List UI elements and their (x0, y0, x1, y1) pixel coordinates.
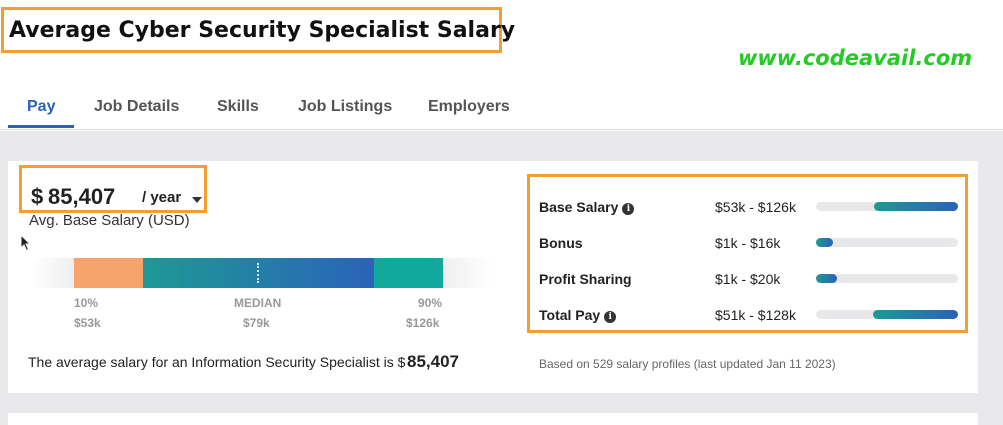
pay-ranges-highlight (527, 174, 968, 333)
range-track-base-salary (816, 202, 958, 211)
distribution-bar-fade-right (443, 258, 491, 288)
range-label-text: Base Salary (539, 199, 619, 215)
range-fill (816, 238, 834, 247)
range-track-bonus (816, 238, 958, 247)
salary-period: / year (142, 189, 182, 206)
tab-skills[interactable]: Skills (217, 98, 259, 115)
tab-job-details[interactable]: Job Details (94, 98, 180, 115)
page-title-highlight: Average Cyber Security Specialist Salary (1, 7, 515, 53)
distribution-segment-high (374, 258, 443, 288)
page-title: Average Cyber Security Specialist Salary (9, 18, 516, 43)
range-value-base-salary: $53k - $126k (715, 199, 796, 215)
info-icon[interactable]: i (622, 203, 635, 215)
p10-value: $53k (74, 316, 101, 330)
range-label-total-pay: Total Pay i (539, 307, 617, 323)
p90-label: 90% (418, 296, 443, 310)
range-value-profit-sharing: $1k - $20k (715, 271, 781, 287)
salary-footnote: Based on 529 salary profiles (last updat… (539, 357, 836, 371)
average-salary-sentence-value: 85,407 (407, 352, 459, 371)
distribution-segment-low (74, 258, 143, 288)
watermark-text: www.codeavail.com (738, 46, 973, 70)
range-track-profit-sharing (816, 274, 958, 283)
range-fill (816, 274, 838, 283)
range-label-base-salary: Base Salary i (539, 199, 635, 215)
distribution-bar-fade-left (30, 258, 74, 288)
range-label-bonus: Bonus (539, 235, 583, 251)
range-label-profit-sharing: Profit Sharing (539, 271, 632, 287)
info-icon[interactable]: i (604, 311, 617, 323)
range-fill (874, 202, 958, 211)
average-salary-sentence: The average salary for an Information Se… (28, 354, 406, 370)
p90-value: $126k (406, 316, 440, 330)
chevron-down-icon[interactable] (192, 197, 202, 203)
range-track-total-pay (816, 310, 958, 319)
median-marker (257, 263, 259, 283)
salary-amount-selector[interactable]: $ 85,407 / year (19, 165, 207, 213)
p10-label: 10% (74, 296, 99, 310)
tab-job-listings[interactable]: Job Listings (298, 98, 393, 115)
tab-bar: Pay Job Details Skills Job Listings Empl… (0, 84, 1003, 130)
next-card (8, 413, 978, 425)
salary-amount: 85,407 (48, 184, 116, 209)
range-value-total-pay: $51k - $128k (715, 307, 796, 323)
median-label: MEDIAN (234, 296, 282, 310)
mouse-cursor-icon (20, 234, 32, 252)
range-label-text: Bonus (539, 235, 583, 251)
range-fill (872, 310, 958, 319)
salary-caption: Avg. Base Salary (USD) (29, 212, 190, 229)
active-tab-indicator (8, 125, 74, 128)
median-value: $79k (243, 316, 270, 330)
currency-symbol: $ (31, 184, 44, 209)
range-value-bonus: $1k - $16k (715, 235, 781, 251)
tab-pay[interactable]: Pay (27, 98, 56, 115)
range-label-text: Profit Sharing (539, 271, 632, 287)
range-label-text: Total Pay (539, 307, 601, 323)
tab-employers[interactable]: Employers (428, 98, 510, 115)
